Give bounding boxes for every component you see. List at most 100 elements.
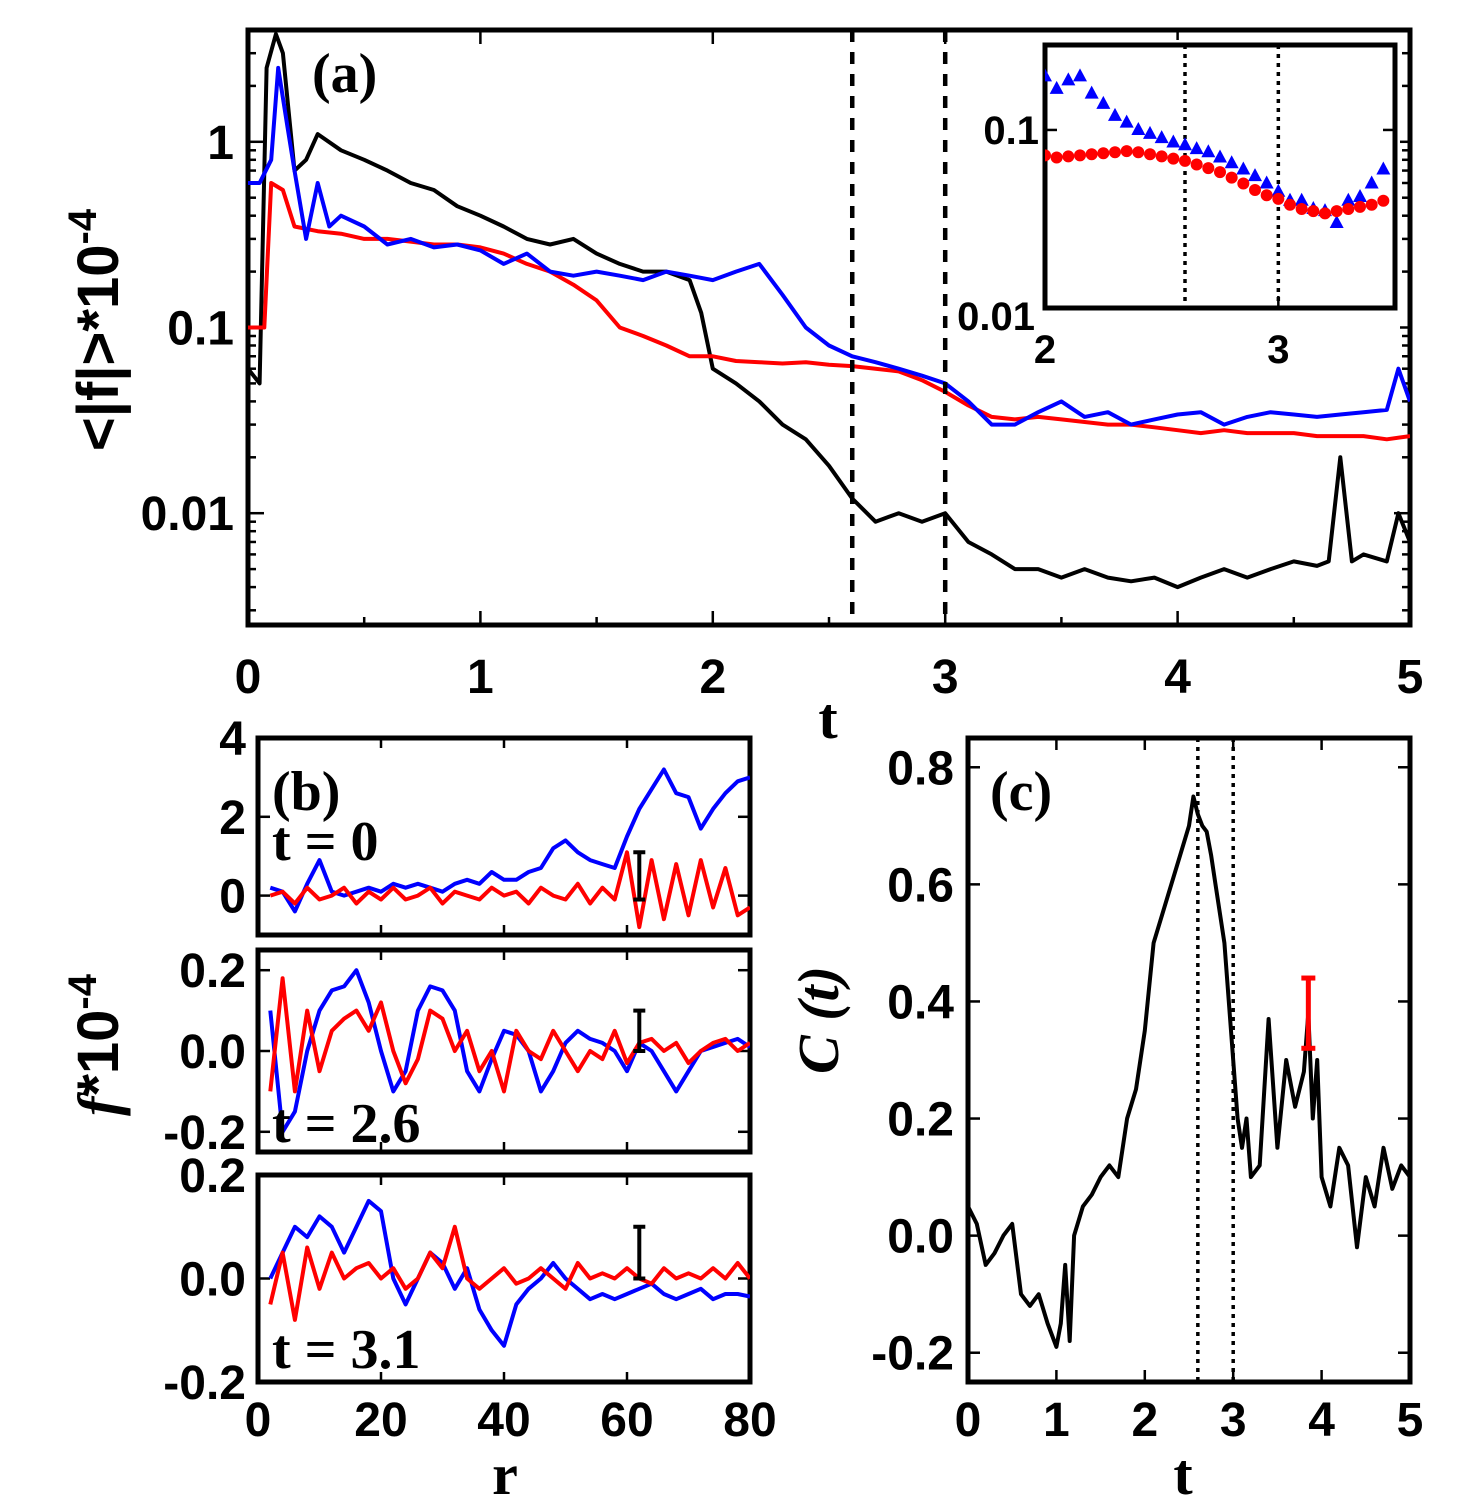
- inset-circle-point: [1190, 158, 1203, 171]
- panel-a-ylabel: <|f|>*10-4: [61, 208, 131, 451]
- inset-triangle-point: [1271, 183, 1286, 197]
- inset-triangle-point: [1143, 125, 1157, 139]
- inset-circle-point: [1120, 145, 1133, 158]
- panel-a-xtick-label: 4: [1164, 651, 1191, 704]
- panel-b-xtick-label: 40: [477, 1394, 530, 1447]
- panel-c-ytick-label: 0.0: [887, 1211, 954, 1264]
- inset-circle-point: [1062, 150, 1075, 163]
- panel-a-ylabel-main: <|f|>: [66, 332, 131, 452]
- inset-circle-point: [1179, 154, 1191, 167]
- panel-c-ytick-label: 0.4: [887, 976, 954, 1029]
- inset-triangle-point: [1045, 68, 1052, 82]
- inset-circle-point: [1342, 202, 1355, 215]
- inset-circle-point: [1354, 200, 1366, 213]
- panel-c-ytick-label: 0.8: [887, 742, 954, 795]
- inset-circle-point: [1330, 205, 1343, 218]
- inset-triangle-point: [1259, 175, 1274, 189]
- inset-triangle-point: [1236, 161, 1251, 175]
- panel-a-tag: (a): [312, 43, 377, 105]
- panel-b-ytick-label: 0.2: [179, 945, 246, 998]
- panel-a-xlabel: t: [818, 686, 838, 751]
- inset-circle-point: [1365, 198, 1378, 211]
- inset-circle-point: [1377, 194, 1390, 207]
- inset-circle-point: [1132, 146, 1145, 159]
- inset-ytick-label: 0.1: [983, 109, 1039, 153]
- inset-circle-point: [1097, 147, 1110, 160]
- panel-b-series-blue: [268, 968, 750, 1134]
- panel-b-ytick-label: -0.2: [163, 1357, 246, 1410]
- panel-b-ytick-label: 0.0: [179, 1254, 246, 1307]
- panel-a-series-black: [248, 32, 1410, 590]
- inset-circle-point: [1050, 151, 1063, 164]
- panel-c-xtick-label: 1: [1043, 1394, 1070, 1447]
- panel-c-series: [968, 794, 1410, 1349]
- panel-c-xtick-label: 4: [1308, 1394, 1335, 1447]
- panel-c-ytick-label: -0.2: [871, 1328, 954, 1381]
- panel-b-ylabel: f*10-4: [61, 973, 131, 1116]
- inset-circle-point: [1109, 146, 1121, 159]
- panel-b-series-red: [268, 976, 750, 1094]
- inset-triangle-point: [1049, 80, 1064, 94]
- inset-triangle-point: [1119, 114, 1134, 128]
- inset-triangle-point: [1108, 107, 1122, 121]
- inset-circle-point: [1319, 207, 1331, 220]
- inset-triangle-point: [1248, 168, 1262, 182]
- panel-c-frame: [965, 735, 1413, 1385]
- inset-circle-point: [1260, 189, 1273, 202]
- panel-c-tag: (c): [990, 761, 1052, 823]
- inset-circle-point: [1249, 183, 1261, 196]
- panel-c-xlabel: t: [1173, 1442, 1193, 1503]
- inset-circle-point: [1295, 202, 1308, 215]
- inset-circle-point: [1225, 171, 1238, 184]
- panel-b-series-red: [269, 850, 750, 930]
- inset-triangle-point: [1353, 189, 1367, 203]
- inset-triangle-point: [1178, 137, 1192, 151]
- inset-circle-point: [1202, 162, 1215, 175]
- inset-triangle-point: [1329, 215, 1344, 229]
- panel-a-xtick-label: 0: [235, 651, 262, 704]
- inset-triangle-point: [1376, 161, 1391, 175]
- inset-triangle-point: [1294, 192, 1309, 206]
- panel-b-time-label: t = 2.6: [272, 1093, 421, 1155]
- panel-b-ytick-label: 0.2: [179, 1150, 246, 1203]
- panel-b-ytick-label: 0: [219, 871, 246, 924]
- panel-b-series-blue: [268, 1198, 750, 1348]
- panel-a-ytick-label: 0.1: [167, 303, 234, 356]
- inset-triangle-point: [1213, 149, 1227, 163]
- inset-triangle-point: [1341, 192, 1356, 206]
- panel-b-series-red: [268, 1224, 750, 1322]
- inset-xtick-label: 3: [1267, 328, 1289, 372]
- inset-triangle-point: [1166, 134, 1181, 148]
- inset-circle-point: [1284, 198, 1296, 211]
- panel-b-xtick-label: 60: [600, 1394, 653, 1447]
- panel-c-xtick-label: 3: [1220, 1394, 1247, 1447]
- inset-circle-point: [1307, 205, 1320, 218]
- panel-c-ytick-label: 0.2: [887, 1094, 954, 1147]
- panel-a-ylabel-exp: -4: [61, 208, 105, 244]
- inset-circle-point: [1085, 148, 1098, 161]
- inset-triangle-point: [1096, 95, 1111, 109]
- inset-triangle-point: [1131, 121, 1146, 135]
- panel-a-ytick-label: 1: [207, 117, 234, 170]
- panel-c-ytick-label: 0.6: [887, 859, 954, 912]
- inset-circle-point: [1144, 148, 1156, 161]
- inset-ytick-label: 0.01: [957, 295, 1035, 339]
- panel-b-xtick-label: 0: [245, 1394, 272, 1447]
- inset-triangle-point: [1154, 130, 1169, 144]
- panel-a-ytick-label: 0.01: [141, 488, 234, 541]
- inset-xtick-label: 2: [1034, 328, 1056, 372]
- panel-a-series-blue: [248, 65, 1410, 427]
- inset-triangle-point: [1364, 175, 1379, 189]
- inset-triangle-point: [1224, 155, 1239, 169]
- panel-a-xtick-label: 3: [932, 651, 959, 704]
- panel-b-time-label: t = 3.1: [272, 1319, 421, 1381]
- inset-circle-point: [1272, 192, 1285, 205]
- inset-circle-point: [1214, 166, 1226, 179]
- inset-triangle-point: [1201, 144, 1216, 158]
- inset-triangle-point: [1189, 141, 1204, 155]
- panel-b-ylabel-factor: *10: [66, 1010, 131, 1097]
- panel-b-tag: (b): [272, 761, 340, 823]
- panel-c-xtick-label: 0: [955, 1394, 982, 1447]
- inset-triangle-point: [1061, 72, 1076, 86]
